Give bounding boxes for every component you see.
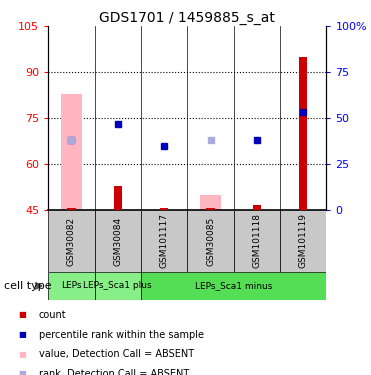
Text: GSM101117: GSM101117 (160, 213, 169, 268)
Text: cell type: cell type (4, 281, 51, 291)
Text: GSM101119: GSM101119 (299, 213, 308, 268)
Bar (200, 195, 221, 210)
Title: GDS1701 / 1459885_s_at: GDS1701 / 1459885_s_at (99, 11, 275, 25)
Text: rank, Detection Call = ABSENT: rank, Detection Call = ABSENT (39, 369, 189, 375)
Bar (114, 186, 122, 210)
Bar (95, 210, 141, 272)
Bar (48, 272, 95, 300)
Text: LEPs_Sca1 minus: LEPs_Sca1 minus (195, 281, 272, 290)
Text: GSM30085: GSM30085 (206, 216, 215, 266)
Text: percentile rank within the sample: percentile rank within the sample (39, 330, 204, 339)
Text: LEPs_Sca1 plus: LEPs_Sca1 plus (83, 281, 152, 290)
Text: GSM30082: GSM30082 (67, 216, 76, 266)
Text: GSM30084: GSM30084 (113, 216, 122, 266)
Bar (67, 209, 76, 210)
Bar (160, 209, 168, 210)
Text: LEPs: LEPs (61, 281, 82, 290)
Bar (141, 210, 187, 272)
Text: ■: ■ (19, 330, 26, 339)
Bar (95, 272, 141, 300)
Bar (234, 210, 280, 272)
Text: count: count (39, 310, 66, 320)
Text: value, Detection Call = ABSENT: value, Detection Call = ABSENT (39, 349, 194, 359)
Text: ■: ■ (19, 310, 26, 320)
Text: GSM101118: GSM101118 (252, 213, 262, 268)
Bar (299, 57, 308, 210)
Bar (48, 210, 95, 272)
Bar (280, 210, 326, 272)
Bar (253, 206, 261, 210)
Bar (61, 94, 82, 210)
Bar (187, 210, 234, 272)
Text: ■: ■ (19, 369, 26, 375)
Bar (141, 272, 326, 300)
Text: ■: ■ (19, 350, 26, 358)
Bar (206, 209, 215, 210)
